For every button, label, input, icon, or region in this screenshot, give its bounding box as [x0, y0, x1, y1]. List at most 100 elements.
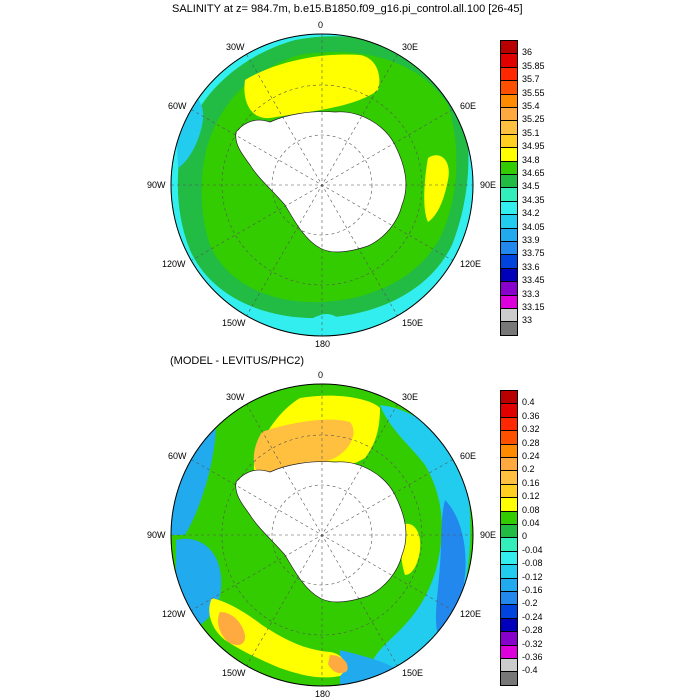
colorbar-tick-label: 35.4 [522, 101, 540, 111]
colorbar-swatch [500, 443, 518, 458]
lon-label: 30E [402, 42, 419, 52]
colorbar-swatch [500, 214, 518, 229]
colorbar-swatch [500, 281, 518, 296]
colorbar-swatch [500, 107, 518, 122]
colorbar-tick-label: 0.36 [522, 410, 540, 421]
colorbar-tick-label: 33.3 [522, 288, 540, 299]
colorbar-tick-label: 0 [522, 531, 528, 542]
lon-label: 60W [168, 451, 187, 461]
colorbar-swatch [500, 80, 518, 95]
colorbar-tick-label: 34.65 [522, 168, 545, 178]
colorbar-swatch [500, 200, 518, 216]
colorbar-swatch [500, 671, 518, 686]
colorbar-swatch [500, 524, 518, 539]
map-title-salinity: SALINITY at z= 984.7m, b.e15.B1850.f09_g… [172, 3, 523, 15]
colorbar-tick-label: -0.28 [522, 625, 543, 636]
colorbar-swatch [500, 577, 518, 592]
colorbar-swatch [500, 40, 518, 55]
colorbar-swatch [500, 497, 518, 512]
colorbar-tick-label: -0.2 [522, 598, 538, 609]
lon-label: 180 [315, 339, 331, 349]
colorbar-tick-label: 0.2 [522, 464, 535, 475]
colorbar-swatch [500, 617, 518, 633]
lon-label: 30W [226, 392, 245, 402]
colorbar-tick-label: 0.12 [522, 491, 540, 502]
colorbar-tick-label: 34.8 [522, 154, 540, 165]
colorbar-swatch [500, 537, 518, 552]
lon-label: 150E [402, 318, 424, 328]
colorbar-swatch [500, 416, 518, 432]
colorbar-swatch [500, 294, 518, 309]
colorbar-tick-label: -0.08 [522, 558, 543, 569]
colorbar-tick-label: -0.36 [522, 652, 543, 662]
colorbar-tick-label: 0.4 [522, 397, 535, 408]
colorbar-tick-label: 0.04 [522, 518, 540, 528]
colorbar-tick-label: -0.16 [522, 585, 543, 595]
colorbar-tick-label: 33.45 [522, 275, 545, 286]
salinity-map [170, 33, 474, 337]
lon-label: 60E [460, 101, 477, 111]
colorbar-swatch [500, 147, 518, 162]
colorbar-tick-label: -0.12 [522, 571, 543, 582]
colorbar-swatch [500, 120, 518, 135]
map-title-difference: (MODEL - LEVITUS/PHC2) [170, 355, 305, 367]
colorbar-swatch [500, 133, 518, 149]
lon-label: 180 [315, 689, 331, 699]
colorbar-tick-label: 34.05 [522, 221, 545, 232]
colorbar-swatch [500, 308, 518, 323]
lon-label: 0 [318, 370, 324, 380]
difference-map [170, 383, 474, 687]
colorbar-swatch [500, 160, 518, 175]
colorbar-swatch [500, 591, 518, 606]
colorbar-swatch [500, 390, 518, 405]
colorbar-swatch [500, 457, 518, 472]
colorbar-swatch [500, 631, 518, 646]
difference-map-panel: 0 30E 60E 90E 120E 150E 180 150W 120W 90… [0, 350, 700, 700]
colorbar-swatch [500, 658, 518, 673]
lon-label: 60E [460, 451, 477, 461]
colorbar-tick-label: 35.55 [522, 87, 545, 98]
lon-label: 150E [402, 668, 424, 678]
colorbar-swatch [500, 510, 518, 525]
colorbar-swatch [500, 53, 518, 68]
colorbar-tick-label: 34.2 [522, 208, 540, 219]
lon-label: 90E [480, 180, 497, 190]
colorbar-tick-label: 0.08 [522, 504, 540, 515]
colorbar-tick-label: 33.9 [522, 235, 540, 245]
difference-field [171, 384, 473, 686]
colorbar-tick-label: 0.32 [522, 424, 540, 435]
colorbar-swatch [500, 227, 518, 242]
lon-label: 0 [318, 20, 324, 30]
lon-label: 120W [162, 259, 186, 269]
colorbar-swatch [500, 483, 518, 499]
colorbar-tick-label: 33.15 [522, 302, 545, 312]
colorbar-swatch [500, 470, 518, 485]
colorbar-tick-label: -0.32 [522, 638, 543, 649]
lon-label: 90E [480, 530, 497, 540]
lon-label: 120E [460, 609, 482, 619]
colorbar-swatch [500, 604, 518, 619]
salinity-field [171, 34, 473, 336]
lon-label: 120E [460, 259, 482, 269]
colorbar-tick-label: -0.04 [522, 544, 543, 555]
colorbar-swatch [500, 267, 518, 283]
colorbar-swatch [500, 187, 518, 202]
colorbar-tick-label: 35.25 [522, 114, 545, 125]
colorbar-tick-label: 36 [522, 47, 533, 58]
colorbar-swatch [500, 174, 518, 189]
colorbar-tick-label: 34.95 [522, 141, 545, 152]
colorbar-tick-label: 35.1 [522, 127, 540, 138]
lon-label: 30W [226, 42, 245, 52]
lon-label: 90W [147, 180, 166, 190]
colorbar-tick-label: 35.7 [522, 74, 540, 85]
colorbar-swatch [500, 66, 518, 82]
colorbar-tick-label: -0.4 [522, 665, 538, 676]
colorbar-swatch [500, 93, 518, 108]
colorbar-swatch [500, 321, 518, 336]
colorbar-swatch [500, 254, 518, 269]
colorbar-swatch [500, 564, 518, 579]
lon-label: 60W [168, 101, 187, 111]
colorbar-swatch [500, 403, 518, 418]
colorbar-tick-label: 0.16 [522, 477, 540, 488]
colorbar-tick-label: 33.6 [522, 261, 540, 272]
